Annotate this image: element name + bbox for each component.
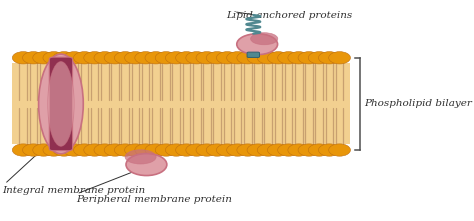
Circle shape	[84, 144, 106, 156]
Circle shape	[104, 52, 126, 64]
Circle shape	[23, 144, 45, 156]
Ellipse shape	[48, 62, 74, 146]
Circle shape	[217, 52, 238, 64]
Circle shape	[94, 52, 116, 64]
Circle shape	[12, 52, 34, 64]
Circle shape	[298, 144, 320, 156]
Circle shape	[186, 52, 208, 64]
Circle shape	[196, 52, 218, 64]
Circle shape	[73, 144, 95, 156]
Circle shape	[247, 52, 269, 64]
Circle shape	[308, 144, 330, 156]
Text: Lipid-anchored proteins: Lipid-anchored proteins	[226, 11, 352, 20]
Circle shape	[145, 52, 167, 64]
Circle shape	[64, 144, 85, 156]
Ellipse shape	[38, 54, 83, 154]
FancyBboxPatch shape	[49, 57, 73, 151]
Circle shape	[114, 52, 136, 64]
Text: Peripheral membrane protein: Peripheral membrane protein	[76, 195, 232, 204]
Circle shape	[12, 144, 34, 156]
Circle shape	[155, 144, 177, 156]
Ellipse shape	[237, 34, 278, 55]
Circle shape	[278, 52, 300, 64]
Circle shape	[135, 144, 156, 156]
Text: Phospholipid bilayer: Phospholipid bilayer	[364, 99, 472, 109]
Circle shape	[288, 52, 310, 64]
Circle shape	[227, 52, 248, 64]
Circle shape	[247, 144, 269, 156]
Circle shape	[227, 144, 248, 156]
Circle shape	[206, 52, 228, 64]
Circle shape	[176, 52, 197, 64]
Circle shape	[257, 144, 279, 156]
Text: Integral membrane protein: Integral membrane protein	[3, 186, 146, 195]
Circle shape	[53, 52, 75, 64]
Circle shape	[125, 144, 146, 156]
Circle shape	[308, 52, 330, 64]
Circle shape	[237, 144, 259, 156]
Ellipse shape	[126, 154, 167, 175]
Circle shape	[319, 52, 340, 64]
Circle shape	[176, 144, 197, 156]
Circle shape	[145, 144, 167, 156]
Circle shape	[237, 52, 259, 64]
Circle shape	[84, 52, 106, 64]
Circle shape	[288, 144, 310, 156]
Circle shape	[319, 144, 340, 156]
Circle shape	[186, 144, 208, 156]
Circle shape	[278, 144, 300, 156]
Circle shape	[73, 52, 95, 64]
Bar	[12, 63, 350, 145]
Circle shape	[196, 144, 218, 156]
Circle shape	[298, 52, 320, 64]
Circle shape	[257, 52, 279, 64]
Circle shape	[33, 52, 55, 64]
Circle shape	[43, 52, 65, 64]
Circle shape	[135, 52, 156, 64]
Circle shape	[125, 52, 146, 64]
Circle shape	[104, 144, 126, 156]
Circle shape	[53, 144, 75, 156]
Circle shape	[64, 52, 85, 64]
Circle shape	[155, 52, 177, 64]
Circle shape	[267, 52, 289, 64]
Ellipse shape	[125, 150, 156, 164]
Circle shape	[328, 144, 350, 156]
Circle shape	[328, 52, 350, 64]
Circle shape	[43, 144, 65, 156]
Circle shape	[23, 52, 45, 64]
Circle shape	[165, 52, 187, 64]
Circle shape	[94, 144, 116, 156]
Circle shape	[165, 144, 187, 156]
Circle shape	[206, 144, 228, 156]
Circle shape	[217, 144, 238, 156]
Circle shape	[114, 144, 136, 156]
FancyBboxPatch shape	[247, 52, 259, 57]
Ellipse shape	[251, 33, 278, 45]
Circle shape	[33, 144, 55, 156]
Circle shape	[267, 144, 289, 156]
